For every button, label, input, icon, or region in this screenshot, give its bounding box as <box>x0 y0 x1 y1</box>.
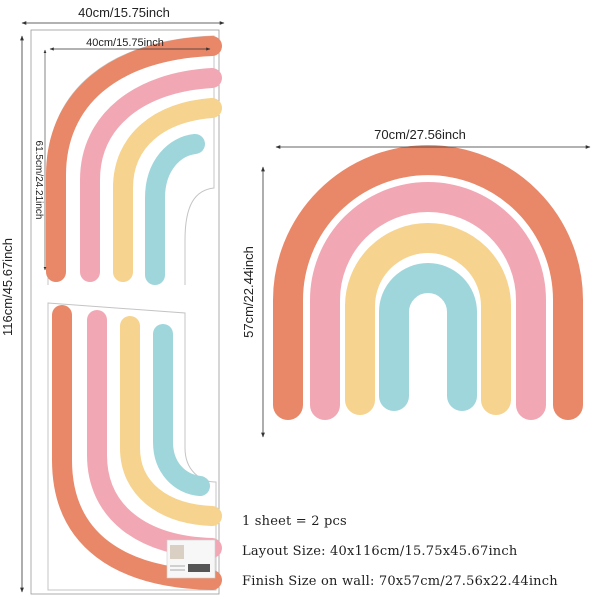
finish-width-label: 70cm/27.56inch <box>374 127 466 142</box>
sheet-width-label: 40cm/15.75inch <box>78 5 170 20</box>
finish-height-label: 57cm/22.44inch <box>241 246 256 338</box>
bottom-piece-outline <box>47 302 217 591</box>
label-thumbnail <box>170 545 184 559</box>
layout-size-info: Layout Size: 40x116cm/15.75x45.67inch <box>242 544 518 559</box>
rainbow-band-pink <box>310 182 546 420</box>
piece-width-label: 40cm/15.75inch <box>86 37 164 49</box>
bottom-stripe-yellow <box>120 316 222 526</box>
assembled-rainbow <box>273 145 583 420</box>
rainbow-band-yellow <box>345 223 511 415</box>
rainbow-band-orange <box>273 145 583 420</box>
sheet-height-label: 116cm/45.67inch <box>0 238 15 336</box>
top-stripe-blue <box>145 134 205 285</box>
barcode <box>188 564 210 572</box>
top-stripe-yellow <box>113 98 222 282</box>
left-dimensions: 40cm/15.75inch 40cm/15.75inch 116cm/45.6… <box>0 5 225 593</box>
sticker-sheet <box>30 29 222 595</box>
bottom-stripe-blue <box>153 324 210 496</box>
top-stripe-pink <box>80 68 222 282</box>
right-dimensions: 70cm/27.56inch 57cm/22.44inch <box>241 127 591 438</box>
piece-height-label: 61.5cm/24.21inch <box>33 141 44 220</box>
finish-size-info: Finish Size on wall: 70x57cm/27.56x22.44… <box>242 574 558 589</box>
pieces-info: 1 sheet = 2 pcs <box>242 514 347 529</box>
rainbow-band-blue <box>379 263 477 411</box>
product-label <box>166 539 216 579</box>
